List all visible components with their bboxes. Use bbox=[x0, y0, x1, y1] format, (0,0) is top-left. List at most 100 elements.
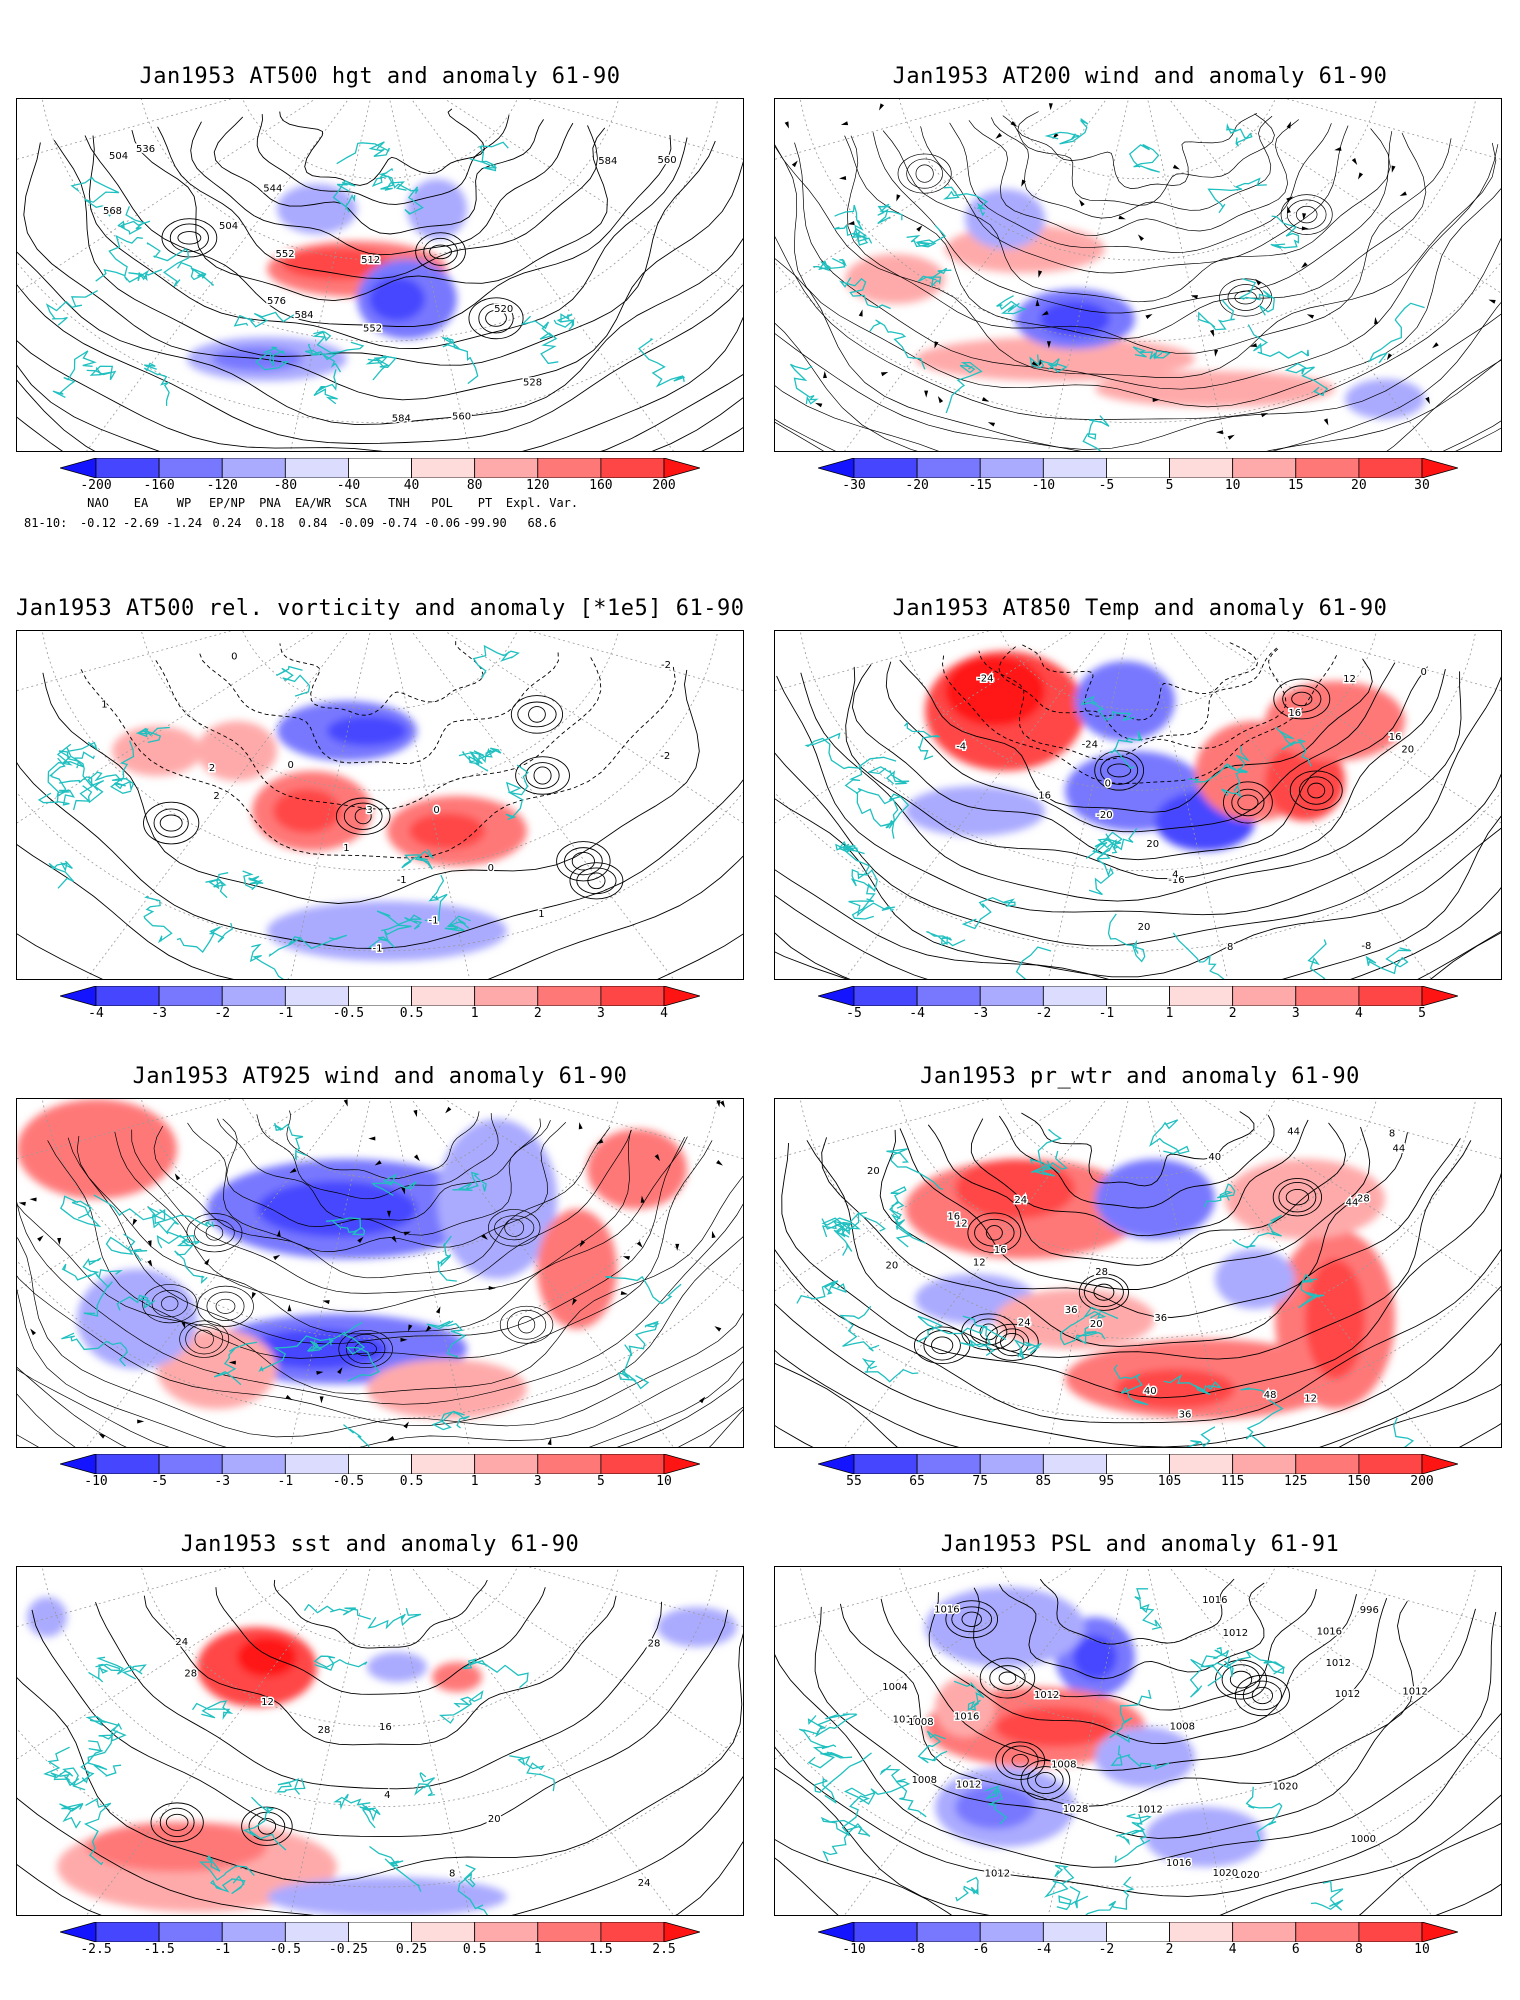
coastline bbox=[1056, 1885, 1089, 1911]
contour-line bbox=[775, 1713, 1501, 1897]
index-value: 0.18 bbox=[255, 516, 285, 530]
contour-cell bbox=[1001, 1745, 1039, 1776]
contour-cell bbox=[478, 303, 514, 334]
contour-label: 552 bbox=[363, 324, 382, 335]
colorbar-tick-label: -1 bbox=[1098, 1006, 1115, 1021]
wind-arrow bbox=[880, 372, 889, 377]
wind-arrow bbox=[445, 1106, 452, 1114]
meridian bbox=[289, 1567, 371, 1915]
coastline bbox=[123, 268, 163, 283]
index-value: -0.12 bbox=[79, 516, 117, 530]
colorbar-tick-label: -1 bbox=[277, 1006, 294, 1021]
contour-cell bbox=[1100, 755, 1139, 785]
contour-label: 1016 bbox=[1202, 1595, 1227, 1606]
colorbar-arrow-low bbox=[60, 458, 97, 478]
anomaly-region bbox=[1115, 1369, 1235, 1409]
coastline bbox=[305, 343, 342, 373]
panel-title-p4: Jan1953 AT850 Temp and anomaly 61-90 bbox=[892, 596, 1388, 621]
contour-label: 0 bbox=[433, 805, 439, 816]
coastline bbox=[59, 1195, 102, 1228]
latitude-circle bbox=[17, 791, 743, 952]
colorbar-tick-label: 0.5 bbox=[399, 1006, 424, 1021]
contour-cell bbox=[215, 1298, 236, 1314]
contour-line bbox=[942, 654, 1338, 785]
contour-cell bbox=[517, 1316, 536, 1334]
contour-line bbox=[153, 1125, 611, 1279]
wind-arrow bbox=[1031, 360, 1039, 367]
latitude-circle bbox=[41, 1099, 719, 1339]
contour-cell bbox=[345, 1334, 386, 1364]
meridian bbox=[289, 631, 371, 979]
contour-label: 20 bbox=[1090, 1319, 1103, 1330]
colorbar-tick-label: 55 bbox=[846, 1474, 862, 1489]
coastline bbox=[1035, 1150, 1068, 1177]
contour-label: 12 bbox=[1304, 1394, 1317, 1405]
coastline bbox=[469, 141, 509, 172]
contour-line bbox=[775, 142, 1497, 378]
coastline bbox=[174, 1238, 208, 1285]
wind-arrow bbox=[386, 1210, 391, 1218]
meridian bbox=[410, 99, 674, 451]
wind-arrow bbox=[1152, 398, 1160, 403]
contour-line bbox=[845, 666, 1446, 880]
coastline bbox=[367, 1608, 422, 1630]
colorbar-tick-label: -3 bbox=[214, 1474, 231, 1489]
colorbar-arrow-high bbox=[1421, 1922, 1458, 1942]
index-name: PT bbox=[477, 496, 493, 510]
wind-arrow bbox=[654, 1154, 660, 1162]
wind-arrow bbox=[896, 194, 901, 202]
colorbar-p6 bbox=[818, 1454, 1458, 1474]
colorbar-segment bbox=[221, 986, 286, 1006]
colorbar-tick-label: 30 bbox=[1414, 478, 1430, 493]
coastline bbox=[87, 740, 135, 791]
coastline bbox=[804, 732, 862, 770]
wind-arrow bbox=[858, 309, 863, 317]
latitude-circle bbox=[799, 1099, 1477, 1339]
colorbar-segment bbox=[853, 1454, 918, 1474]
colorbar-ticks-p5: -10 -5 -3 -1 -0.5 0.5 1 3 5 10 bbox=[60, 1474, 700, 1490]
coastline bbox=[143, 895, 173, 944]
colorbar-tick-label: 0.25 bbox=[395, 1942, 428, 1957]
contour-line bbox=[131, 127, 608, 302]
wind-arrow bbox=[636, 1241, 643, 1248]
contour-label: 28 bbox=[648, 1638, 661, 1649]
index-value: -2.69 bbox=[122, 516, 160, 530]
index-name: WP bbox=[176, 496, 192, 510]
contour-line bbox=[53, 139, 716, 366]
coastline bbox=[955, 1876, 979, 1902]
contour-label: 1 bbox=[101, 699, 107, 710]
colorbar-segment bbox=[916, 458, 981, 478]
wind-arrow bbox=[847, 221, 855, 225]
coastline bbox=[628, 1320, 660, 1356]
meridian bbox=[17, 99, 316, 294]
colorbar-tick-label: 105 bbox=[1157, 1474, 1182, 1489]
colorbar-segment bbox=[158, 458, 223, 478]
contour-label: 512 bbox=[361, 255, 380, 266]
latitude-circle bbox=[242, 99, 518, 180]
coastline bbox=[472, 644, 520, 679]
latitude-circle bbox=[41, 631, 719, 871]
contour-label: 1012 bbox=[956, 1779, 981, 1790]
contour-line bbox=[279, 108, 485, 186]
coastline bbox=[1232, 1214, 1282, 1249]
contour-cell bbox=[897, 153, 952, 194]
wind-arrow bbox=[287, 1304, 292, 1312]
contour-label: 16 bbox=[1038, 791, 1051, 802]
meridian bbox=[444, 99, 743, 294]
colorbar-segment bbox=[600, 1454, 665, 1474]
coastline bbox=[505, 764, 529, 821]
coastline bbox=[1015, 946, 1052, 979]
index-name: SCA bbox=[345, 496, 367, 510]
coastlines bbox=[43, 1603, 556, 1915]
coastline bbox=[851, 869, 878, 920]
wind-arrows bbox=[18, 1099, 726, 1446]
coastline bbox=[66, 741, 98, 811]
contour-line bbox=[920, 125, 1349, 274]
coastline bbox=[917, 267, 952, 288]
colorbar-tick-label: 2 bbox=[1165, 1942, 1174, 1957]
coastline bbox=[822, 1822, 871, 1862]
contour-cell bbox=[194, 1219, 235, 1247]
coastline bbox=[313, 1655, 368, 1671]
contour-cell bbox=[1020, 1759, 1071, 1801]
coastline bbox=[45, 290, 99, 326]
